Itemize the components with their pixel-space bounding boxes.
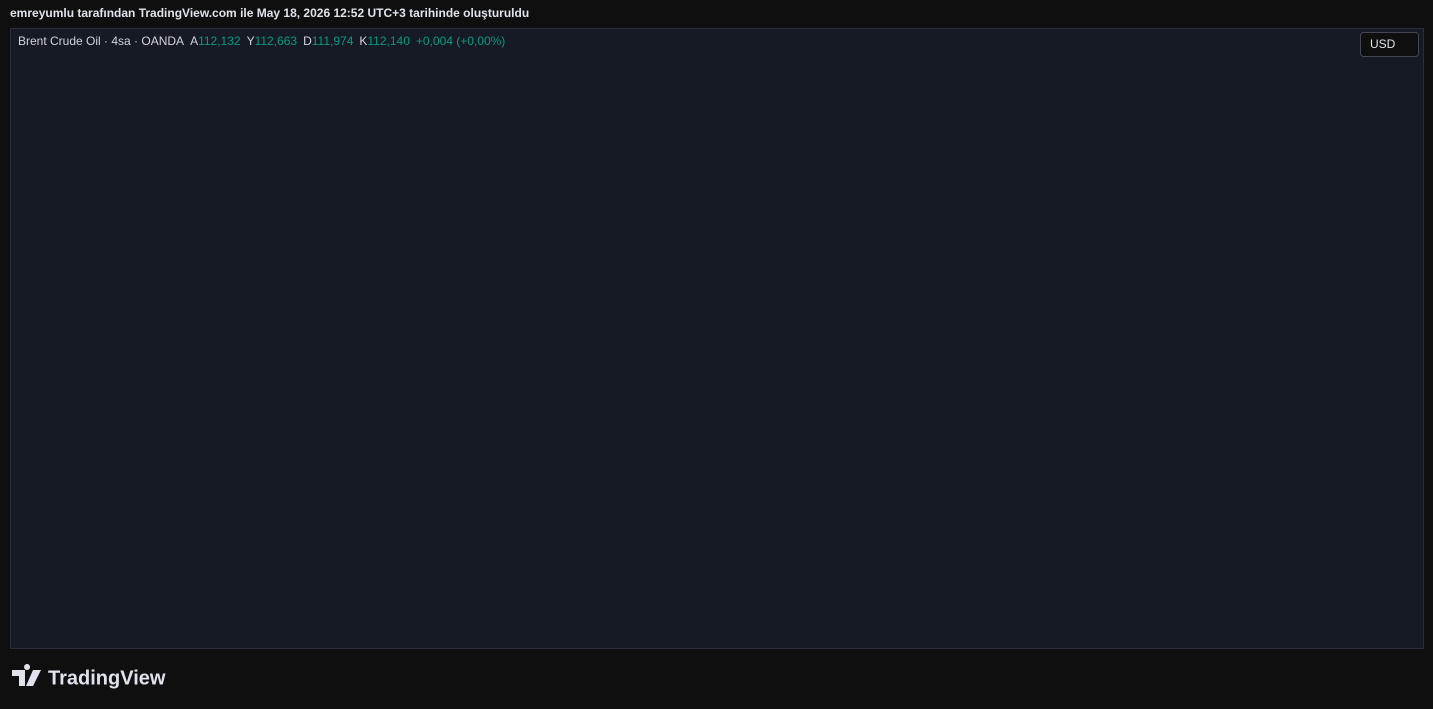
legend-text: 111,974	[312, 34, 354, 48]
currency-button[interactable]	[1360, 32, 1419, 57]
logo: TradingView	[12, 664, 166, 689]
legend-header: Brent Crude Oil · 4sa · OANDA A112,132 Y11…	[18, 34, 505, 48]
legend-text: Brent Crude Oil · 4sa · OANDA	[18, 34, 184, 48]
page-title: emreyumlu tarafından TradingView.com ile…	[10, 6, 529, 20]
legend-text: K	[359, 34, 367, 48]
chart-panel	[10, 28, 1424, 649]
legend-text: D	[303, 34, 312, 48]
legend-text: A	[190, 34, 198, 48]
legend-text: Y	[247, 34, 255, 48]
logo-icon	[12, 664, 41, 686]
legend-text: +0,004 (+0,00%)	[416, 34, 505, 48]
legend-text: 112,140	[367, 34, 410, 48]
brand: TradingView	[48, 667, 166, 689]
currency[interactable]: USD	[1370, 37, 1396, 51]
legend-text: 112,663	[255, 34, 298, 48]
legend-text: 112,132	[198, 34, 241, 48]
